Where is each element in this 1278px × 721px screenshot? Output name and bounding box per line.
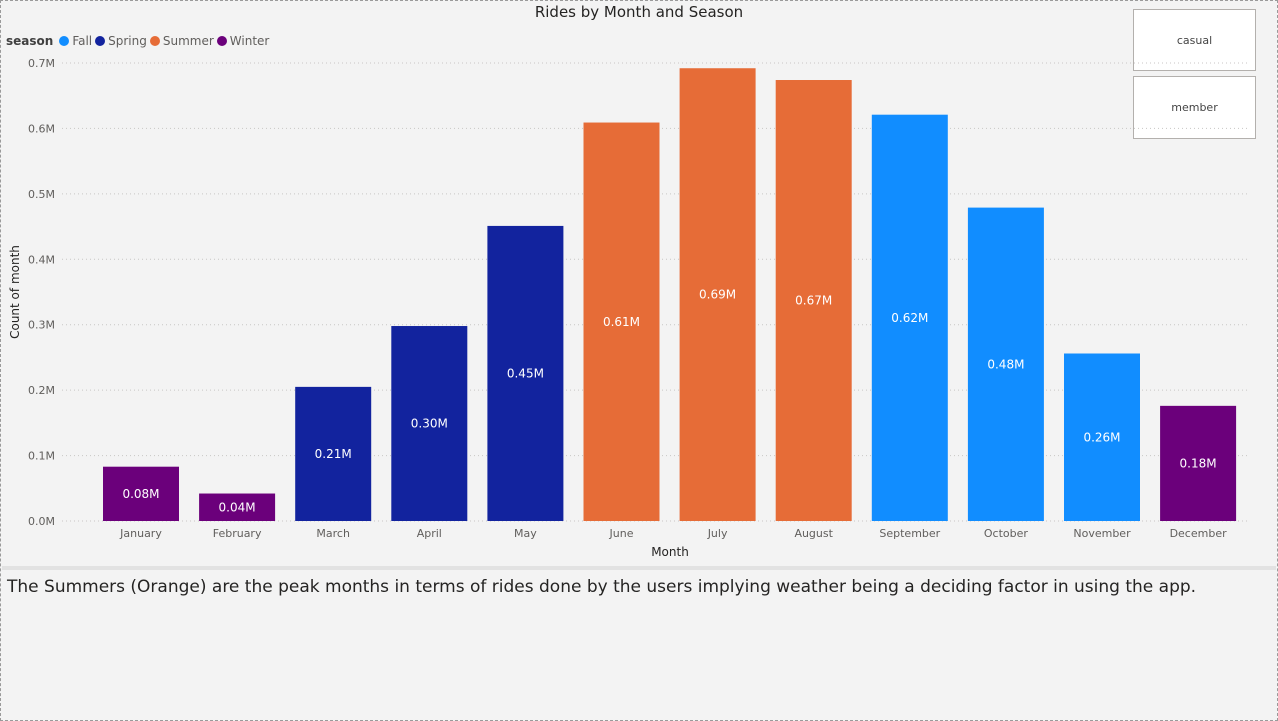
y-tick-label: 0.3M: [28, 319, 55, 332]
insight-caption: The Summers (Orange) are the peak months…: [7, 577, 1197, 597]
legend-label-summer: Summer: [162, 34, 214, 48]
legend-dot-fall: [59, 36, 70, 46]
x-tick-label: April: [417, 527, 442, 540]
chart-legend: season Fall Spring Summer Winter: [6, 33, 272, 49]
bar-october: [967, 207, 1044, 521]
bar-april: [391, 326, 468, 521]
section-divider: [2, 566, 1276, 570]
bar-november: [1064, 353, 1140, 521]
data-label-december: 0.18M: [1180, 456, 1217, 470]
legend-label-winter: Winter: [229, 34, 270, 48]
x-axis-title: Month: [651, 545, 689, 559]
legend-item-spring[interactable]: Spring: [95, 34, 147, 48]
legend-item-winter[interactable]: Winter: [216, 34, 270, 48]
data-label-november: 0.26M: [1083, 430, 1120, 444]
chart-title: Rides by Month and Season: [534, 3, 744, 21]
data-label-may: 0.45M: [507, 366, 544, 380]
data-label-march: 0.21M: [315, 447, 352, 461]
x-tick-label: September: [879, 527, 940, 540]
legend-dot-summer: [149, 36, 160, 46]
legend-dot-spring: [95, 36, 106, 46]
data-label-june: 0.61M: [603, 315, 640, 329]
data-label-august: 0.67M: [795, 294, 832, 308]
data-label-january: 0.08M: [122, 487, 159, 501]
y-tick-label: 0.1M: [28, 450, 55, 463]
x-tick-label: November: [1073, 527, 1131, 540]
bar-may: [487, 225, 564, 521]
bar-march: [295, 386, 372, 521]
data-label-september: 0.62M: [891, 311, 928, 325]
bar-january: [103, 466, 179, 521]
x-tick-label: October: [984, 527, 1028, 540]
bar-chart: 0.0M 0.1M 0.2M 0.3M 0.4M 0.5M 0.6M 0.7M Count of…: [8, 57, 1250, 559]
x-tick-label: January: [119, 527, 162, 540]
x-tick-label: June: [609, 527, 634, 540]
data-label-february: 0.04M: [219, 500, 256, 514]
bar-february: [199, 493, 276, 521]
data-label-october: 0.48M: [987, 357, 1024, 371]
data-label-july: 0.69M: [699, 288, 736, 302]
y-tick-label: 0.7M: [28, 57, 55, 70]
y-tick-label: 0.4M: [28, 253, 55, 266]
y-tick-label: 0.0M: [28, 515, 55, 528]
bar-august: [775, 80, 852, 522]
legend-title: season: [6, 34, 54, 48]
legend-dot-winter: [216, 36, 227, 46]
x-tick-label: August: [794, 527, 833, 540]
y-tick-label: 0.5M: [28, 188, 55, 201]
y-tick-label: 0.6M: [28, 122, 55, 135]
y-axis-title: Count of month: [8, 245, 22, 339]
x-tick-label: July: [707, 527, 728, 540]
bar-december: [1160, 405, 1237, 521]
bar-july: [679, 68, 756, 521]
legend-item-fall[interactable]: Fall: [59, 34, 92, 48]
y-tick-label: 0.2M: [28, 384, 55, 397]
legend-label-fall: Fall: [72, 34, 93, 48]
legend-label-spring: Spring: [108, 34, 147, 48]
slicer-button-casual[interactable]: casual: [1133, 9, 1256, 71]
bar-september: [871, 114, 948, 521]
x-tick-label: December: [1170, 527, 1228, 540]
x-tick-label: February: [213, 527, 262, 540]
bar-june: [583, 122, 660, 521]
x-tick-label: May: [514, 527, 537, 540]
legend-item-summer[interactable]: Summer: [149, 34, 214, 48]
x-tick-label: March: [316, 527, 350, 540]
data-label-april: 0.30M: [411, 417, 448, 431]
